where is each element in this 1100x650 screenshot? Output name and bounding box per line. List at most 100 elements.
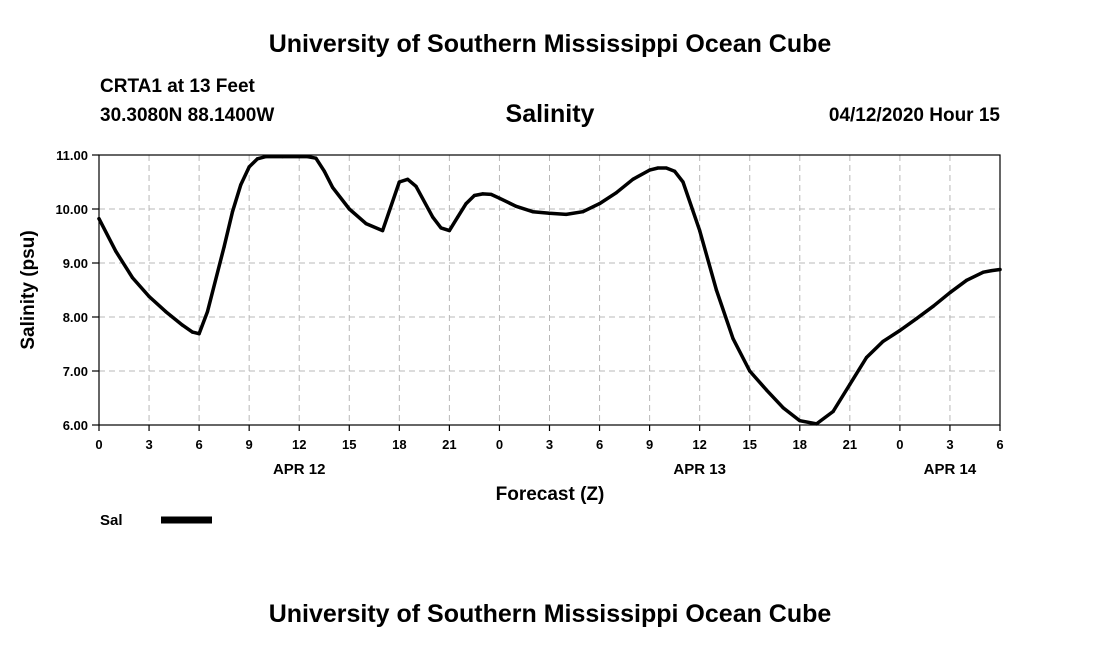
data-point (305, 155, 310, 159)
data-point (965, 278, 969, 282)
data-point (114, 249, 118, 253)
header-title: University of Southern Mississippi Ocean… (268, 30, 832, 58)
data-point (798, 419, 802, 423)
legend: Sal (100, 512, 212, 529)
data-point (881, 339, 885, 343)
data-point (990, 268, 994, 273)
legend-label: Sal (100, 512, 123, 529)
data-point (255, 157, 260, 161)
x-tick-label: 3 (546, 437, 553, 452)
data-point (130, 275, 134, 280)
data-point (514, 204, 518, 208)
data-point (147, 294, 151, 299)
grid-layer (99, 155, 1000, 425)
x-tick-label: 12 (292, 437, 306, 452)
data-point (314, 156, 318, 160)
date-label: APR 14 (924, 461, 977, 478)
series-layer (97, 154, 1002, 426)
datetime-label: 04/12/2020 Hour 15 (828, 105, 1000, 126)
data-point (914, 317, 919, 321)
y-tick-label: 10.00 (55, 202, 88, 217)
data-point (322, 169, 326, 173)
data-point (547, 211, 552, 215)
data-point (948, 291, 952, 295)
x-tick-label: 21 (442, 437, 456, 452)
x-tick-label: 0 (95, 437, 102, 452)
x-tick-label: 21 (843, 437, 857, 452)
data-point (180, 323, 185, 327)
x-tick-label: 18 (392, 437, 406, 452)
coordinates-label: 30.3080N 88.1400W (100, 105, 275, 126)
x-tick-label: 6 (996, 437, 1003, 452)
data-point (97, 217, 101, 221)
x-tick-label: 6 (596, 437, 603, 452)
x-tick-label: 0 (896, 437, 903, 452)
x-tick-label: 18 (793, 437, 807, 452)
data-point (698, 229, 702, 233)
data-point (664, 166, 668, 170)
x-tick-label: 6 (195, 437, 202, 452)
data-point (197, 332, 201, 336)
date-label: APR 13 (673, 461, 726, 478)
data-point (456, 215, 460, 219)
data-point (247, 165, 251, 169)
data-point (681, 180, 685, 184)
data-point (481, 192, 485, 196)
x-tick-label: 0 (496, 437, 503, 452)
data-point (264, 155, 268, 159)
data-point (239, 183, 243, 187)
data-point (597, 202, 602, 206)
data-point (981, 270, 985, 274)
y-tick-label: 6.00 (63, 418, 88, 433)
data-point (330, 185, 335, 189)
y-tick-label: 9.00 (63, 256, 88, 271)
data-point (205, 310, 210, 314)
data-point (414, 184, 418, 188)
x-tick-label: 3 (946, 437, 953, 452)
data-point (472, 193, 477, 198)
data-point (230, 210, 235, 214)
data-point (190, 330, 195, 334)
data-point (748, 369, 752, 373)
data-point (347, 207, 351, 211)
data-point (814, 422, 819, 426)
x-tick-label: 15 (342, 437, 356, 452)
data-point (397, 180, 401, 184)
y-tick-label: 8.00 (63, 310, 88, 325)
y-axis-title: Salinity (psu) (18, 230, 39, 349)
data-point (648, 168, 652, 172)
data-point (447, 229, 451, 233)
x-tick-label: 12 (692, 437, 706, 452)
y-axis: 6.00 7.00 8.00 9.00 10.00 11.00 (55, 148, 99, 433)
data-point (564, 212, 568, 216)
data-point (631, 177, 635, 181)
data-point (164, 310, 168, 314)
data-point (614, 191, 618, 195)
data-point (497, 196, 502, 200)
data-point (731, 337, 735, 341)
data-point (998, 267, 1002, 272)
data-point (931, 304, 935, 308)
data-point (464, 202, 468, 206)
data-point (531, 210, 535, 214)
x-tick-label: 15 (742, 437, 756, 452)
data-point (898, 328, 902, 333)
y-tick-label: 11.00 (56, 148, 88, 163)
data-point (431, 215, 435, 219)
data-point (831, 409, 835, 414)
data-point (656, 166, 660, 170)
data-point (364, 221, 368, 226)
x-tick-label: 9 (646, 437, 653, 452)
footer-title: University of Southern Mississippi Ocean… (268, 600, 832, 628)
data-point (714, 288, 718, 292)
data-point (297, 155, 301, 159)
data-point (439, 226, 443, 230)
x-axis: 0 3 6 9 12 15 18 21 0 3 6 9 12 15 18 21 0 3 6 APR 12 APR 13 A… (95, 425, 1004, 478)
data-point (381, 229, 385, 233)
data-point (848, 382, 852, 387)
x-axis-title: Forecast (Z) (496, 484, 605, 505)
data-point (489, 192, 493, 197)
date-label: APR 12 (273, 461, 326, 478)
data-point (764, 388, 769, 392)
x-tick-label: 3 (145, 437, 152, 452)
